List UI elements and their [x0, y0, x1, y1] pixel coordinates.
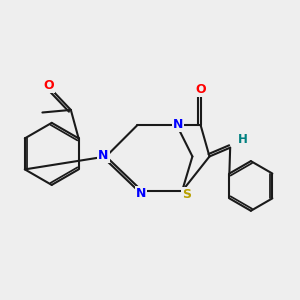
- Text: H: H: [238, 134, 248, 146]
- Text: O: O: [195, 83, 206, 96]
- Text: N: N: [98, 149, 109, 162]
- Text: N: N: [136, 187, 146, 200]
- Text: S: S: [182, 188, 191, 201]
- Text: O: O: [43, 79, 54, 92]
- Text: N: N: [173, 118, 183, 131]
